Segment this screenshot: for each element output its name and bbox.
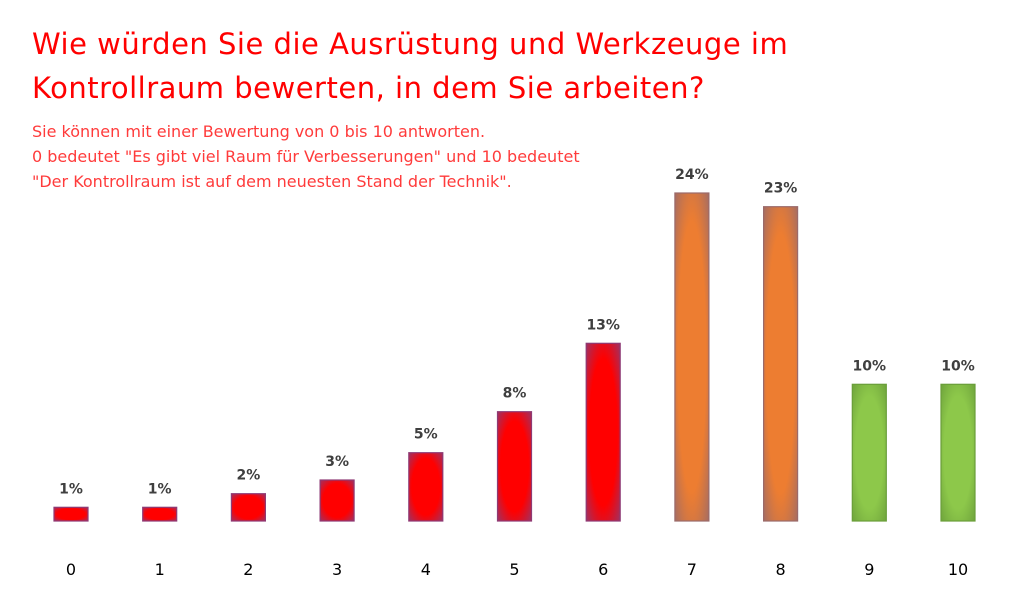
chart-title-line-2: Kontrollraum bewerten, in dem Sie arbeit…	[32, 71, 705, 105]
x-tick-label-4: 4	[421, 560, 431, 579]
chart-title-line-1: Wie würden Sie die Ausrüstung und Werkze…	[32, 27, 789, 61]
data-label-8: 23%	[764, 181, 798, 197]
data-label-5: 8%	[503, 386, 527, 402]
bar-8	[762, 206, 799, 522]
bars-group	[53, 192, 976, 522]
bar-6	[585, 342, 621, 522]
x-tick-label-7: 7	[687, 560, 697, 579]
bar-5	[496, 411, 533, 522]
chart-subtitle: Sie können mit einer Bewertung von 0 bis…	[32, 119, 692, 194]
x-tick-label-6: 6	[598, 560, 608, 579]
data-label-0: 1%	[59, 481, 83, 497]
x-tick-label-0: 0	[66, 560, 76, 579]
data-label-3: 3%	[325, 454, 349, 470]
bar-4	[408, 452, 444, 522]
bar-1	[142, 506, 178, 522]
data-label-10: 10%	[941, 358, 975, 374]
data-label-7: 24%	[675, 167, 709, 183]
bar-10	[940, 383, 976, 522]
chart-subtitle-line-3: "Der Kontrollraum ist auf dem neuesten S…	[32, 172, 512, 191]
bar-9	[851, 383, 887, 522]
bar-3	[319, 479, 355, 522]
x-tick-labels-group: 0 1 2 3 4 5 6 7 8 9 10	[66, 560, 968, 579]
data-labels-group: 1% 1% 2% 3% 5% 8% 13% 24% 23% 10% 10%	[59, 167, 975, 497]
x-tick-label-3: 3	[332, 560, 342, 579]
data-label-6: 13%	[586, 317, 620, 333]
x-tick-label-5: 5	[509, 560, 519, 579]
data-label-9: 10%	[853, 358, 887, 374]
x-tick-label-8: 8	[776, 560, 786, 579]
bar-0	[53, 506, 89, 522]
data-label-1: 1%	[148, 481, 172, 497]
x-tick-label-9: 9	[864, 560, 874, 579]
bar-2	[230, 493, 266, 522]
data-label-4: 5%	[414, 427, 438, 443]
chart-title: Wie würden Sie die Ausrüstung und Werkze…	[32, 22, 892, 110]
chart-subtitle-line-1: Sie können mit einer Bewertung von 0 bis…	[32, 122, 486, 141]
x-tick-label-2: 2	[243, 560, 253, 579]
x-tick-label-10: 10	[948, 560, 968, 579]
data-label-2: 2%	[237, 468, 261, 484]
x-tick-label-1: 1	[155, 560, 165, 579]
bar-7	[674, 192, 710, 522]
chart-subtitle-line-2: 0 bedeutet "Es gibt viel Raum für Verbes…	[32, 147, 580, 166]
